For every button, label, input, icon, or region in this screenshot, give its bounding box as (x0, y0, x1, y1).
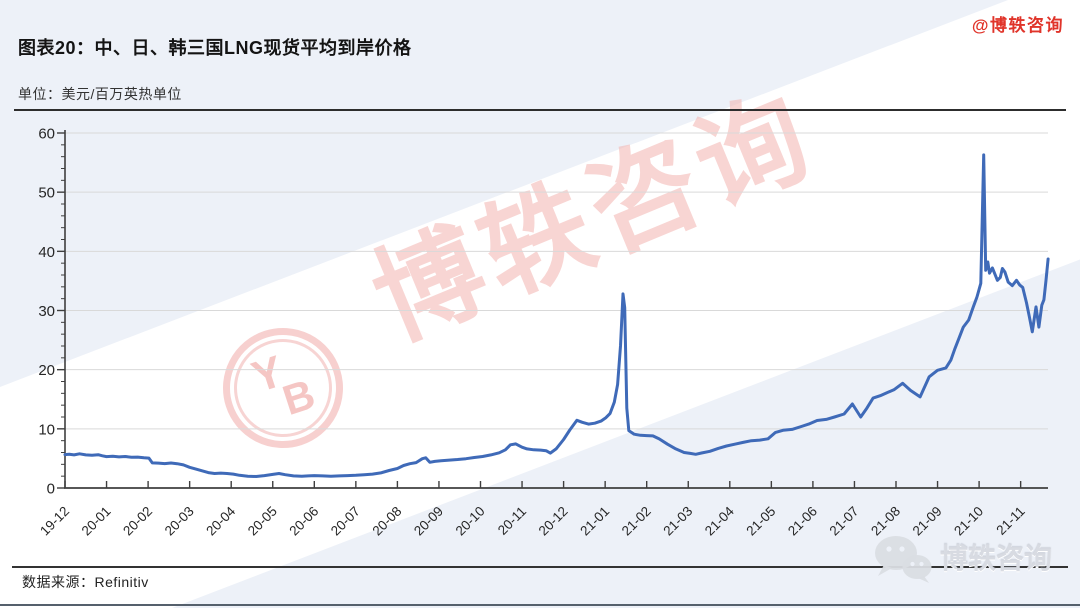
wechat-icon (875, 536, 932, 583)
y-axis-label: 60 (38, 125, 55, 142)
x-axis-label: 21-04 (702, 503, 737, 538)
y-axis-label: 20 (38, 362, 55, 379)
x-axis-label: 21-11 (993, 504, 1027, 538)
brand-handle-top-right: @博轶咨询 (971, 16, 1064, 35)
header-divider (14, 109, 1066, 111)
x-axis-label: 21-03 (660, 504, 695, 539)
x-axis-label: 21-02 (619, 504, 654, 539)
x-axis-label: 19-12 (37, 504, 72, 539)
data-source-label: 数据来源：Refinitiv (22, 574, 149, 590)
price-series-line (63, 153, 1050, 478)
x-axis-label: 20-11 (495, 504, 529, 538)
x-axis-label: 20-04 (203, 503, 238, 538)
y-axis-label: 50 (38, 185, 55, 202)
figure-unit-label: 单位：美元/百万英热单位 (18, 86, 182, 102)
x-axis-label: 20-08 (369, 504, 404, 539)
x-axis-label: 20-10 (453, 504, 488, 539)
x-axis-label: 20-02 (120, 504, 155, 539)
x-axis-label: 21-01 (577, 504, 612, 539)
x-axis-label: 20-09 (411, 504, 446, 539)
figure-title: 图表20：中、日、韩三国LNG现货平均到岸价格 (18, 38, 412, 58)
y-axis-label: 40 (38, 244, 55, 261)
page-bottom-border (0, 604, 1080, 606)
x-axis-label: 20-05 (245, 504, 280, 539)
x-axis-label: 20-01 (79, 504, 114, 539)
x-axis-label: 20-07 (328, 504, 363, 539)
x-axis-label: 20-06 (286, 504, 321, 539)
brand-watermark-bottom-right: 博轶咨询 (872, 534, 1052, 584)
x-axis-label: 21-05 (743, 504, 778, 539)
x-axis-label: 21-07 (827, 504, 862, 539)
source-divider (12, 566, 1068, 568)
x-axis-label: 20-12 (536, 504, 571, 539)
brand-watermark-bottom-text: 博轶咨询 (940, 543, 1053, 574)
y-axis-label: 0 (47, 481, 55, 498)
y-axis-label: 10 (38, 421, 55, 438)
x-axis-label: 20-03 (162, 504, 197, 539)
y-axis-label: 30 (38, 303, 55, 320)
x-axis-label: 21-06 (785, 504, 820, 539)
